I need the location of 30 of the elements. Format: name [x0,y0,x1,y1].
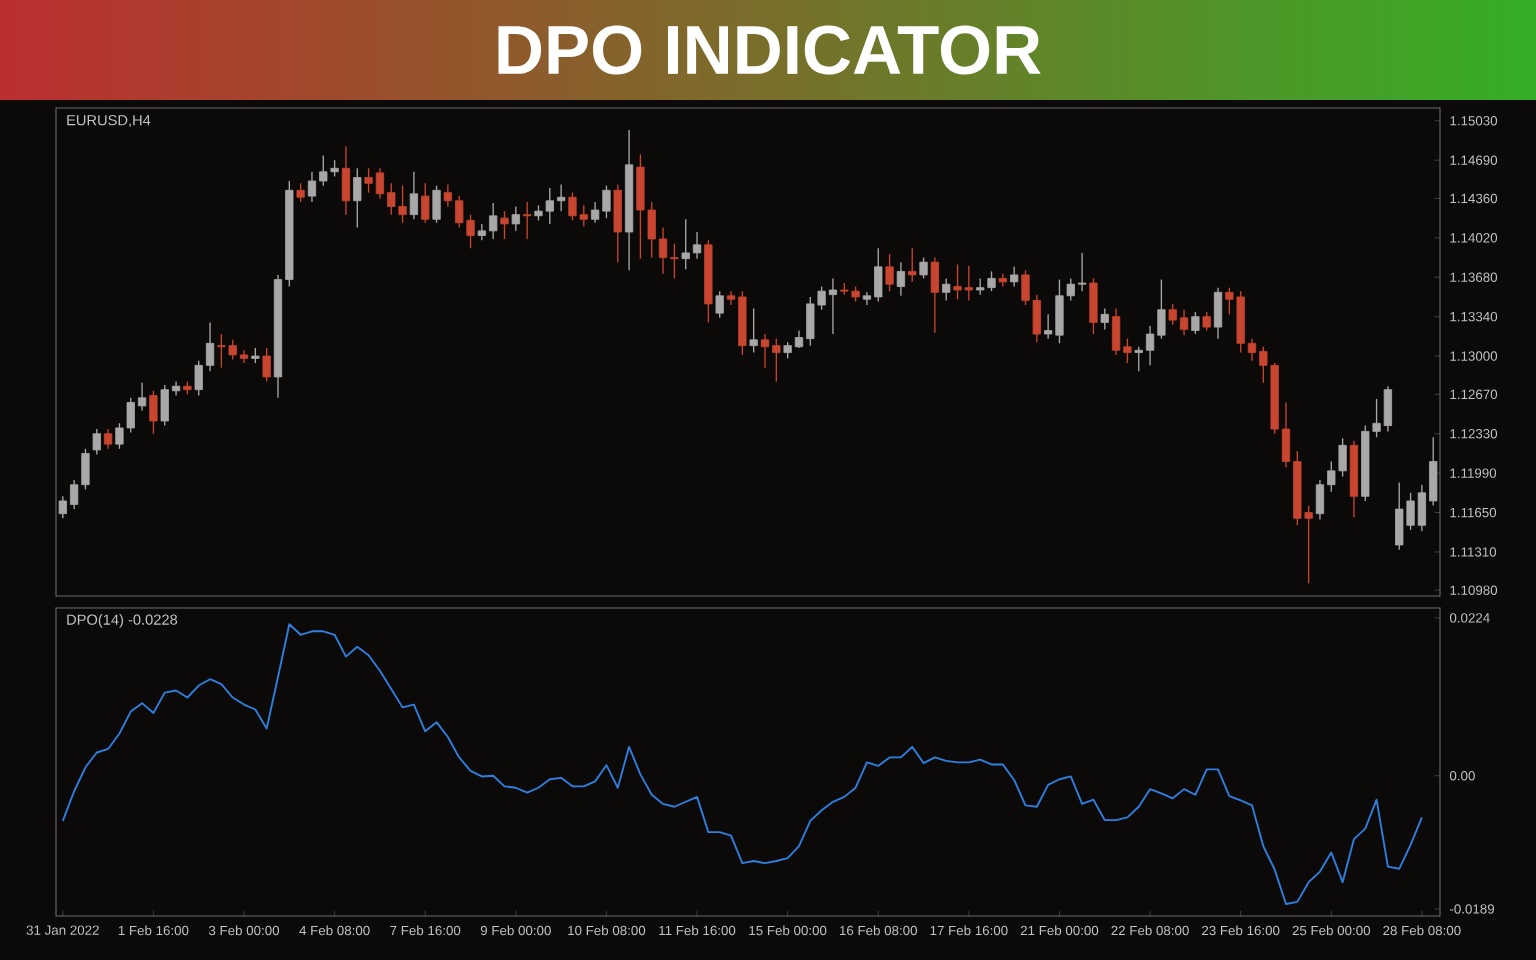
candlestick [930,256,940,334]
candlestick [896,261,906,297]
candlestick [749,307,758,354]
candlestick [149,390,158,435]
candlestick [1010,266,1019,288]
candlestick [92,428,101,456]
candlestick [885,253,894,292]
candlestick [1213,286,1223,340]
candlestick [103,428,113,450]
candlestick [998,273,1007,288]
candlestick [523,201,532,240]
candlestick [908,247,917,283]
candlestick [1100,307,1109,331]
candlestick [353,167,362,229]
candlestick [1191,311,1200,335]
candlestick [262,347,271,383]
candlestick [1202,311,1211,332]
candlestick [613,183,622,263]
candlestick [942,277,951,302]
candlestick [919,256,928,280]
candlestick [511,205,520,232]
candlestick [715,290,724,319]
candlestick [1089,277,1098,335]
chart-title: DPO INDICATOR [498,25,1041,75]
candlestick [341,145,351,216]
candlestick [421,182,430,224]
candlestick [432,184,441,224]
candlestick [296,182,305,203]
candlestick [409,171,419,220]
candlestick [500,210,509,240]
